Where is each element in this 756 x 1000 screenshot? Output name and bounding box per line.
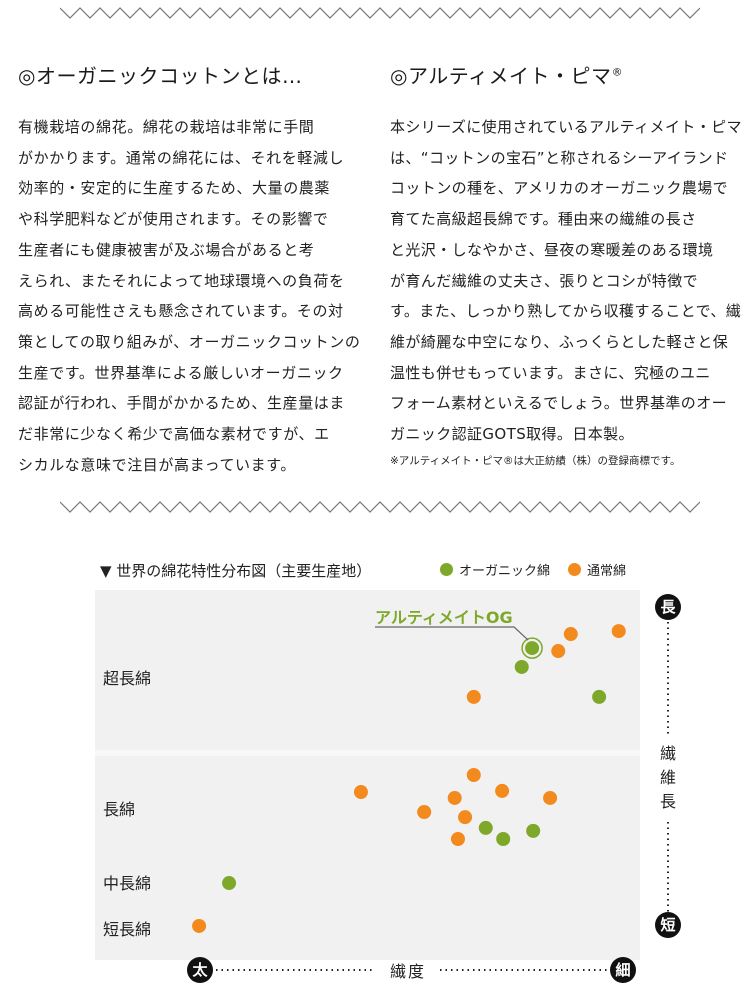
conventional-cotton-point [466,768,481,782]
y-category-label: 超長綿 [103,669,152,689]
x-axis-label: 繊度 [390,962,427,981]
organic-cotton-heading: ◎オーガニックコットンとは… [18,64,303,88]
legend-organic: オーガニック綿 [440,560,550,579]
annotation-label: アルティメイトOG [375,608,513,627]
band-separator [95,750,640,756]
registered-mark: ® [611,65,624,79]
y-max-badge: 長 [655,594,681,620]
body-line: 生産者にも健康被害が及ぶ場合があると考 [18,240,315,259]
y-category-label: 短長綿 [103,919,152,939]
body-line: 温性も併せもっています。まさに、究極のユニ [390,363,711,382]
legend-conventional: 通常綿 [568,560,626,579]
organic-cotton-point [478,820,493,835]
organic-cotton-point [525,641,540,656]
y-axis-label: 繊維長 [660,744,677,811]
organic-cotton-body: 有機栽培の綿花。綿花の栽培は非常に手間がかかります。通常の綿花には、それを軽減し… [18,112,368,480]
legend-organic-dot [440,563,453,576]
body-line: シカルな意味で注目が高まっています。 [18,455,296,474]
x-min-badge: 太 [187,957,213,983]
legend-organic-label: オーガニック綿 [459,564,551,579]
body-line: す。また、しっかり熟してから収穫することで、繊 [390,302,742,321]
cotton-distribution-chart: アルティメイトOG [95,590,669,971]
body-line: 生産です。世界基準による厳しいオーガニック [18,363,344,382]
body-line: だ非常に少なく希少で高価な素材ですが、エ [18,425,330,444]
body-line: と光沢・しなやかさ、昼夜の寒暖差のある環境 [390,240,714,259]
x-max-badge: 細 [610,957,636,983]
ultimate-pima-body: 本シリーズに使用されているアルティメイト・ピマ は、“コットンの宝石”と称されるシ… [390,112,742,472]
legend-conventional-dot [568,563,581,576]
body-line: は、“コットンの宝石”と称されるシーアイランド [390,148,729,167]
body-line: 策としての取り組みが、オーガニックコットンの [18,332,361,351]
trademark-note: ※アルティメイト・ピマ®は大正紡績（株）の登録商標です。 [390,454,681,467]
organic-cotton-point [514,659,529,674]
body-line: フォーム素材といえるでしょう。世界基準のオー [390,394,728,413]
conventional-cotton-point [458,810,473,825]
body-line: 認証が行われ、手間がかかるため、生産量はま [18,394,346,413]
body-line: コットンの種を、アメリカのオーガニック農場で [390,179,729,198]
body-line: えられ、またそれによって地球環境への負荷を [18,271,345,290]
body-line: や科学肥料などが使用されます。その影響で [18,210,329,229]
body-line: 効率的・安定的に生産するため、大量の農薬 [18,179,331,198]
organic-cotton-point [526,823,541,838]
y-category-label: 長綿 [103,800,136,820]
chart-title: ▼ 世界の綿花特性分布図（主要生産地） [100,562,372,580]
conventional-cotton-point [611,624,626,639]
conventional-cotton-point [466,689,481,704]
organic-cotton-point [592,689,607,704]
body-line: がかかります。通常の綿花には、それを軽減し [18,148,345,167]
conventional-cotton-point [192,918,207,933]
legend-conventional-label: 通常綿 [587,564,627,579]
highlight-ring [521,637,543,659]
plot-background [95,590,640,960]
y-category-label: 中長綿 [103,874,152,894]
body-line: が育んだ繊維の丈夫さ、張りとコシが特徴で [390,271,699,290]
conventional-cotton-point [447,790,462,805]
zigzag-divider-middle [60,501,700,513]
ultimate-pima-heading: ◎アルティメイト・ピマ® [390,60,623,89]
annotation-leader-line [375,626,529,641]
conventional-cotton-point [551,644,566,659]
body-line: ガニック認証GOTS取得。日本製。 [390,425,634,444]
conventional-cotton-point [353,785,368,800]
y-min-badge: 短 [655,912,681,938]
zigzag-divider-top [60,7,700,19]
body-line: 育てた高級超長綿です。種由来の繊維の長さ [390,210,697,229]
conventional-cotton-point [450,832,465,847]
body-line: 高める可能性さえも懸念されています。その対 [18,302,344,321]
organic-cotton-point [222,876,237,891]
body-line: 維が綺麗な中空になり、ふっくらとした軽さと保 [390,332,729,351]
conventional-cotton-point [417,805,432,819]
body-line: 本シリーズに使用されているアルティメイト・ピマ [390,118,742,136]
organic-cotton-point [496,832,511,847]
ultimate-pima-heading-text: ◎アルティメイト・ピマ [390,64,612,88]
conventional-cotton-point [563,627,578,642]
conventional-cotton-point [495,783,510,798]
conventional-cotton-point [543,790,558,805]
body-line: 有機栽培の綿花。綿花の栽培は非常に手間 [18,118,315,136]
